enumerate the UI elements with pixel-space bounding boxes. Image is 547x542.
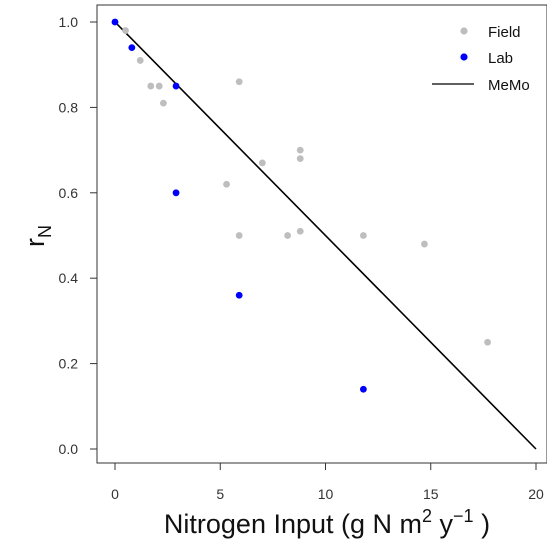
y-tick-label: 0.2 <box>59 356 79 372</box>
x-axis-title-main: Nitrogen Input (g N m <box>164 509 422 539</box>
x-axis-title-mid: y <box>432 509 454 539</box>
y-tick-label: 0.6 <box>59 185 79 201</box>
legend: Field Lab MeMo <box>432 24 530 94</box>
field-point <box>296 155 304 163</box>
y-tick-label: 0.4 <box>59 270 79 286</box>
field-point <box>484 338 491 346</box>
field-point <box>235 232 243 239</box>
y-axis-title: rN <box>20 225 55 247</box>
memo-line <box>114 21 537 450</box>
legend-label-field: Field <box>488 24 521 41</box>
y-axis-title-sub: N <box>35 225 55 238</box>
field-point <box>296 227 304 235</box>
field-point <box>136 57 144 64</box>
legend-label-memo: MeMo <box>488 77 530 94</box>
field-point <box>122 27 129 34</box>
field-point <box>235 78 243 86</box>
lab-point <box>172 82 180 90</box>
x-tick-label: 0 <box>111 486 119 502</box>
x-axis-title-sup2: −1 <box>453 506 474 526</box>
lab-point <box>235 291 243 299</box>
lab-point <box>111 18 119 26</box>
y-axis: 0.0 0.2 0.4 0.6 0.8 1.0 <box>59 14 97 457</box>
x-tick-label: 5 <box>216 486 224 502</box>
field-point <box>223 180 230 188</box>
field-point <box>421 240 428 248</box>
field-point <box>160 99 167 107</box>
lab-point <box>172 189 180 197</box>
legend-marker-field <box>460 27 468 35</box>
y-tick-label: 0.0 <box>59 441 79 457</box>
legend-marker-lab <box>460 53 468 61</box>
lab-point <box>359 385 367 393</box>
x-tick-label: 10 <box>318 486 334 502</box>
field-point <box>359 232 367 239</box>
x-axis: 0 5 10 15 20 <box>111 463 544 502</box>
x-axis-title-end: ) <box>474 509 491 539</box>
y-tick-label: 1.0 <box>59 14 79 30</box>
series-layer <box>111 18 537 450</box>
x-tick-label: 20 <box>528 486 544 502</box>
field-point <box>258 159 266 167</box>
y-axis-title-main: r <box>20 238 50 247</box>
x-tick-label: 15 <box>423 486 439 502</box>
x-axis-title-sup1: 2 <box>422 506 432 526</box>
lab-point <box>128 44 136 52</box>
field-point <box>296 146 304 154</box>
x-axis-title: Nitrogen Input (g N m2 y−1 ) <box>164 506 490 539</box>
legend-label-lab: Lab <box>488 50 513 67</box>
field-point <box>147 82 155 90</box>
field-point <box>284 232 292 239</box>
plot-frame <box>96 4 547 464</box>
field-point <box>155 82 163 90</box>
y-tick-label: 0.8 <box>59 99 79 115</box>
